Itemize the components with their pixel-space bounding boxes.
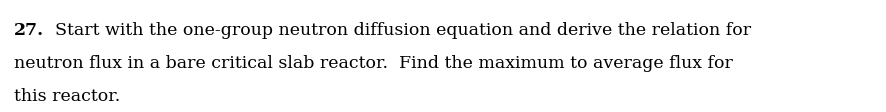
Text: Start with the one-group neutron diffusion equation and derive the relation for: Start with the one-group neutron diffusi…	[44, 22, 751, 39]
Text: 27.: 27.	[14, 22, 44, 39]
Text: neutron flux in a bare critical slab reactor.  Find the maximum to average flux : neutron flux in a bare critical slab rea…	[14, 55, 733, 71]
Text: this reactor.: this reactor.	[14, 87, 120, 104]
